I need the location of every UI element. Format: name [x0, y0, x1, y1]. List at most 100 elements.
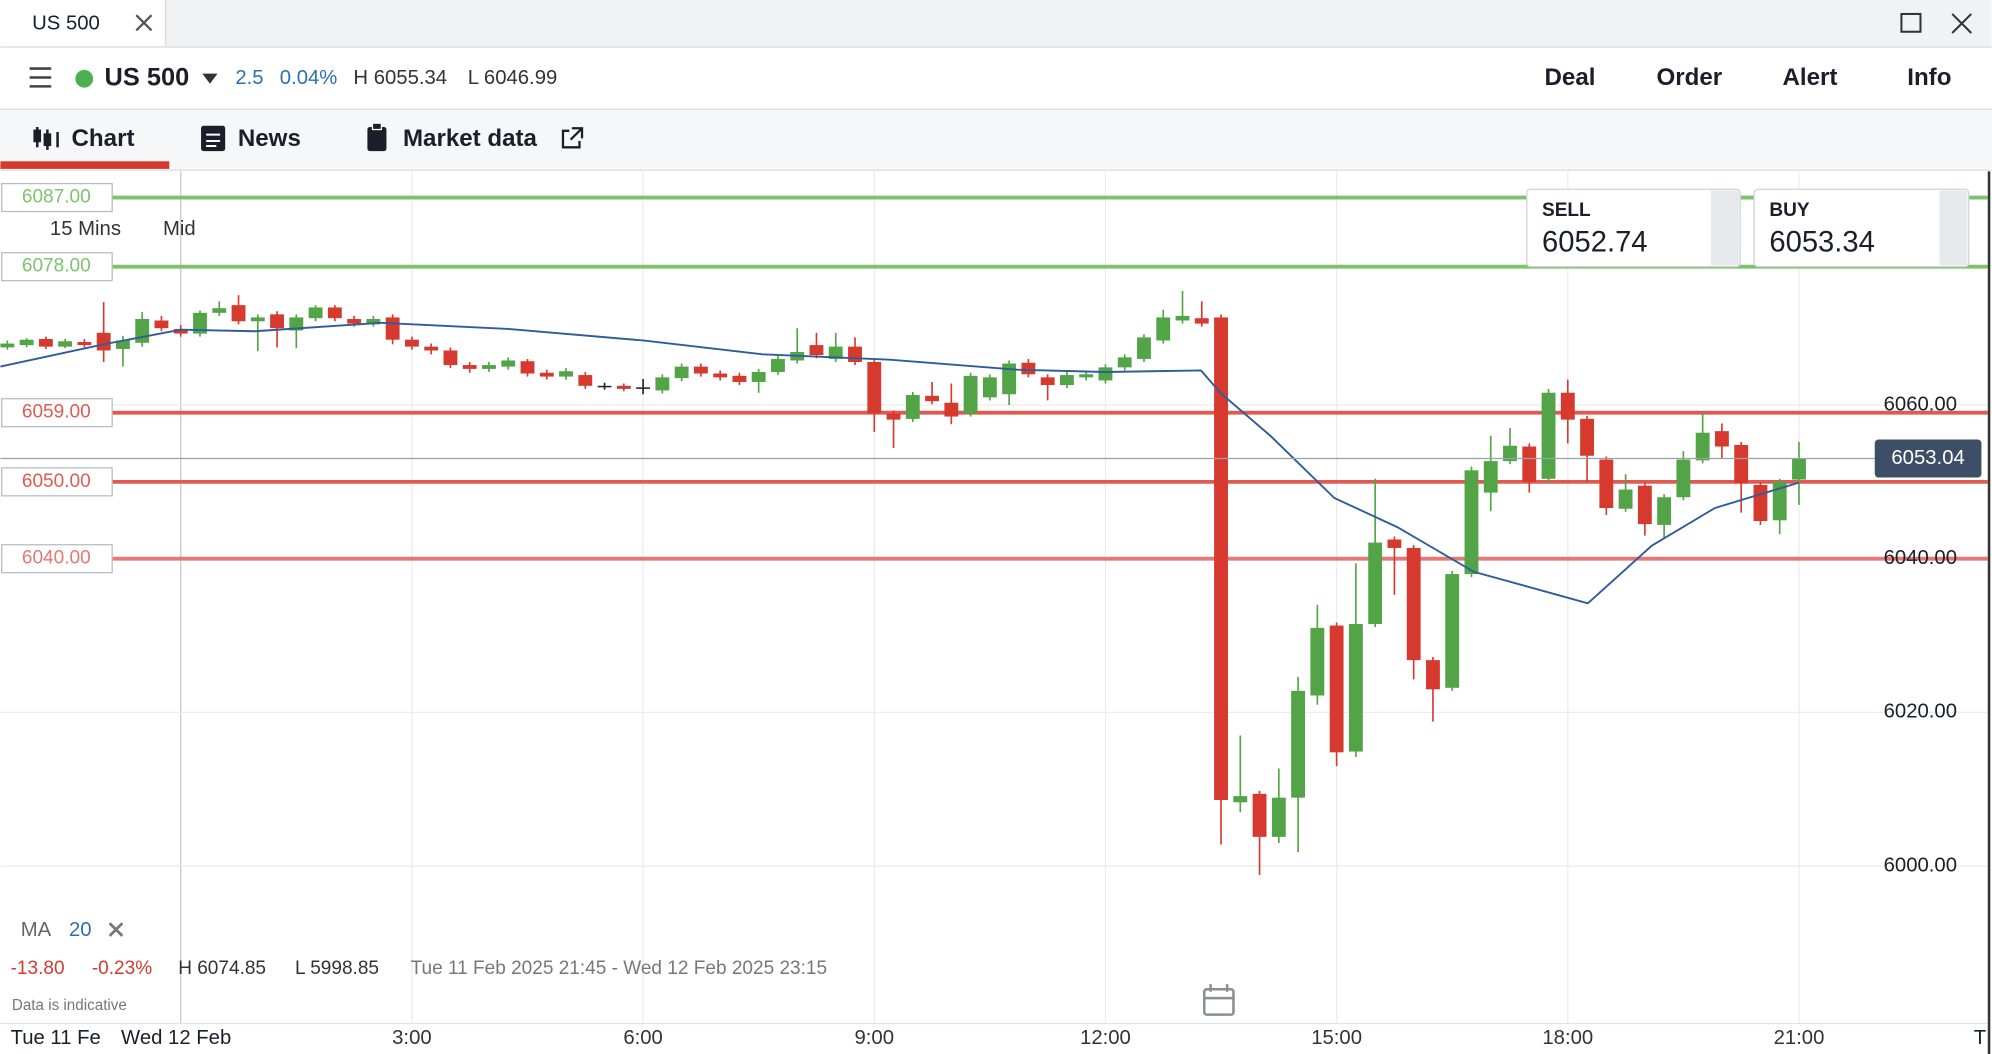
interval[interactable]: 15 Mins	[50, 218, 121, 240]
candle-body	[1117, 357, 1132, 368]
candle-body	[0, 343, 15, 348]
candle-body	[1329, 625, 1344, 753]
candle-body	[443, 350, 458, 366]
buy-price: 6053.34	[1769, 227, 1875, 259]
candle-body	[809, 345, 824, 356]
market-data-tab[interactable]: Market data	[403, 125, 538, 152]
candle-body	[135, 318, 150, 343]
order-button[interactable]: Order	[1657, 64, 1723, 91]
candle-body	[404, 339, 419, 347]
change: 2.5	[235, 67, 263, 89]
alert-button[interactable]: Alert	[1783, 64, 1838, 91]
candle-body	[1252, 793, 1267, 837]
tab-close[interactable]	[135, 14, 153, 32]
candle-body	[1734, 444, 1749, 484]
maximize-button[interactable]	[1900, 12, 1922, 33]
candle-body	[212, 308, 227, 313]
candle-body	[867, 361, 882, 414]
candle-body	[1233, 796, 1248, 803]
candle-body	[1714, 431, 1729, 447]
candle-body	[462, 365, 477, 369]
candle-body	[559, 371, 573, 377]
candle-body	[1310, 627, 1325, 696]
day-low: L 6046.99	[468, 67, 558, 89]
candle-body	[1040, 377, 1055, 386]
market-data-icon-clip	[371, 122, 383, 131]
candle-body	[308, 307, 323, 319]
sell-label: SELL	[1542, 200, 1591, 221]
moving-average	[0, 321, 1800, 605]
candle-body	[1426, 660, 1440, 690]
instrument-name[interactable]: US 500	[105, 63, 190, 91]
x-tick-label: 9:00	[855, 1027, 895, 1049]
instrument-dropdown[interactable]	[202, 73, 218, 84]
candle-body	[1059, 375, 1074, 386]
candle-body	[173, 328, 188, 334]
tab[interactable]	[0, 0, 166, 47]
level-label: 6050.00	[22, 471, 91, 492]
chart-tab[interactable]: Chart	[72, 125, 135, 152]
y-tick-label: 6000.00	[1884, 854, 1957, 876]
sell-box[interactable]: SELL 6052.74	[1526, 188, 1741, 268]
candle-body	[96, 332, 111, 351]
candle-body	[58, 341, 73, 347]
news-tab[interactable]: News	[238, 125, 301, 152]
level-label-box	[1, 467, 113, 497]
candle-body	[636, 387, 651, 389]
candle-body	[366, 318, 381, 325]
candle-body	[713, 373, 728, 378]
candle-body	[848, 346, 862, 362]
candle-body	[1079, 374, 1094, 378]
x-tick-label: 6:00	[623, 1027, 663, 1049]
candle-body	[1348, 624, 1363, 752]
candle-body	[289, 317, 304, 331]
candle-body	[1753, 484, 1768, 522]
nav-bar	[0, 109, 1992, 171]
news-icon	[201, 125, 226, 152]
candle-body	[250, 317, 265, 322]
x-tick-label: 21:00	[1774, 1027, 1825, 1049]
summary-change: -13.80	[11, 958, 65, 979]
summary-range: Tue 11 Feb 2025 21:45 - Wed 12 Feb 2025 …	[411, 958, 828, 979]
candle-body	[1599, 459, 1614, 508]
candle-body	[231, 305, 246, 322]
candle-body	[693, 366, 708, 374]
indicator-period: 20	[69, 919, 92, 941]
buy-label: BUY	[1769, 200, 1809, 221]
change-pct: 0.04%	[280, 67, 338, 89]
candle-body	[1503, 445, 1517, 462]
indicator-remove[interactable]	[108, 922, 124, 937]
candle-body	[1695, 432, 1710, 461]
candle-body	[1271, 797, 1286, 837]
calendar-button[interactable]	[1202, 984, 1235, 1016]
candle-body	[578, 375, 593, 386]
market-data-icon	[367, 126, 387, 152]
candle-body	[501, 360, 516, 367]
candle-body	[886, 413, 901, 420]
candle-body	[1676, 459, 1691, 498]
info-button[interactable]: Info	[1907, 64, 1951, 91]
candle-body	[905, 395, 920, 419]
menu-button[interactable]	[29, 67, 52, 88]
candle-body	[1464, 470, 1479, 575]
buy-box[interactable]: BUY 6053.34	[1753, 188, 1970, 268]
candle-body	[674, 366, 689, 379]
candle-body	[597, 385, 612, 388]
candle-body	[828, 346, 843, 359]
active-tab-indicator	[0, 161, 170, 169]
last-price-box	[1874, 439, 1982, 478]
candle-body	[1541, 392, 1556, 479]
x-tick-label: 3:00	[392, 1027, 432, 1049]
candle-body	[1194, 318, 1209, 324]
candle-body	[963, 375, 978, 414]
chart-icon	[33, 126, 59, 150]
price-type[interactable]: Mid	[163, 218, 196, 240]
deal-button[interactable]: Deal	[1545, 64, 1596, 91]
candle-body	[154, 320, 169, 329]
candle-body	[1175, 315, 1190, 321]
chart-area	[0, 171, 1988, 1054]
close-window-button[interactable]	[1951, 13, 1972, 34]
x-tick-label: 15:00	[1311, 1027, 1362, 1049]
disclaimer: Data is indicative	[12, 997, 127, 1014]
